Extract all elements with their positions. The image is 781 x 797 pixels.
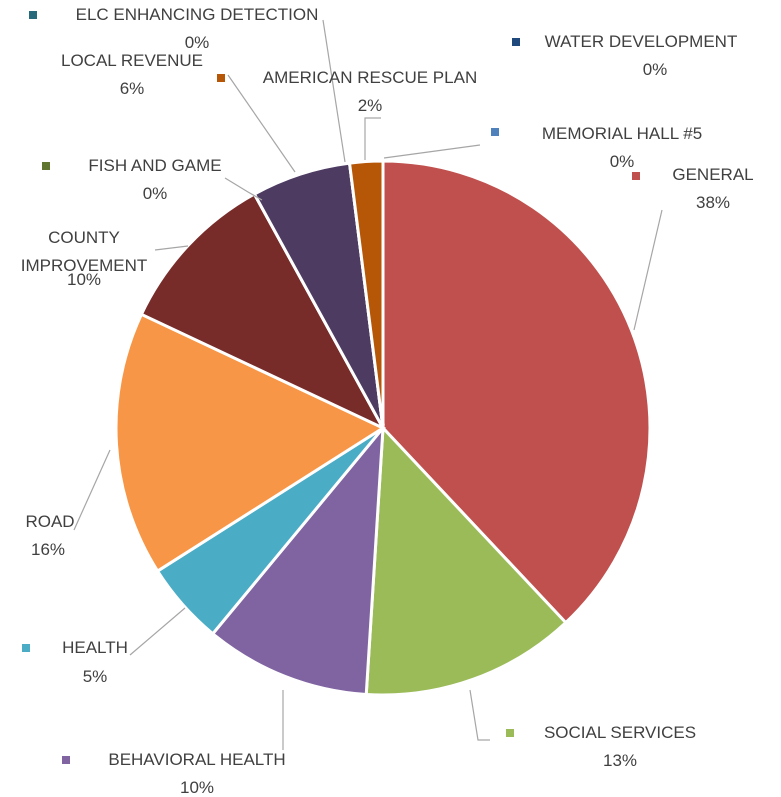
slice-value-label: 2% — [357, 96, 383, 115]
legend-marker — [22, 644, 30, 652]
slice-label: HEALTH — [62, 638, 128, 657]
leader-line — [154, 245, 189, 251]
leader-line — [322, 19, 346, 163]
slice-value-label: 38% — [695, 193, 731, 212]
legend-marker — [29, 11, 37, 19]
leader-line — [224, 177, 263, 201]
leader-line — [129, 607, 186, 656]
legend-marker — [62, 756, 70, 764]
slice-value-label: 0% — [184, 33, 210, 52]
slice-label: WATER DEVELOPMENT — [544, 32, 738, 51]
legend-marker — [632, 172, 640, 180]
slice-value-label: 5% — [82, 667, 108, 686]
leader-line — [73, 449, 111, 531]
slice-label: BEHAVIORAL HEALTH — [108, 750, 286, 769]
leader-line — [364, 117, 381, 160]
slice-value-label: 0% — [609, 152, 635, 171]
slice-value-label: 10% — [179, 778, 215, 797]
leader-line — [383, 144, 481, 159]
pie-slice — [114, 312, 387, 574]
slice-label: ELC ENHANCING DETECTION — [75, 5, 319, 24]
slice-label: AMERICAN RESCUE PLAN — [262, 68, 478, 87]
pie-slice — [210, 423, 385, 697]
slice-value-label: 6% — [119, 79, 145, 98]
slice-value-label: 16% — [30, 540, 66, 559]
leader-line — [633, 209, 663, 331]
slice-label: FISH AND GAME — [88, 156, 222, 175]
legend-marker — [42, 162, 50, 170]
slice-value-label: 10% — [66, 270, 102, 289]
slice-value-label: 0% — [142, 184, 168, 203]
legend-marker — [506, 729, 514, 737]
pie-slice — [364, 424, 568, 697]
slice-value-label: 13% — [602, 751, 638, 770]
legend-marker — [217, 74, 225, 82]
slice-label: SOCIAL SERVICES — [543, 723, 697, 742]
pie-slice — [139, 191, 387, 432]
slice-label: GENERAL — [672, 165, 754, 184]
legend-marker — [491, 128, 499, 136]
legend-marker — [512, 38, 520, 46]
slice-value-label: 0% — [642, 60, 668, 79]
slice-label: MEMORIAL HALL #5 — [541, 124, 703, 143]
leader-line — [227, 74, 296, 173]
slice-label: COUNTY IMPROVEMENT — [20, 228, 148, 275]
slice-label: LOCAL REVENUE — [60, 51, 204, 70]
leader-line — [469, 689, 490, 741]
pie-slice — [381, 159, 652, 625]
slice-label: ROAD — [25, 512, 75, 531]
